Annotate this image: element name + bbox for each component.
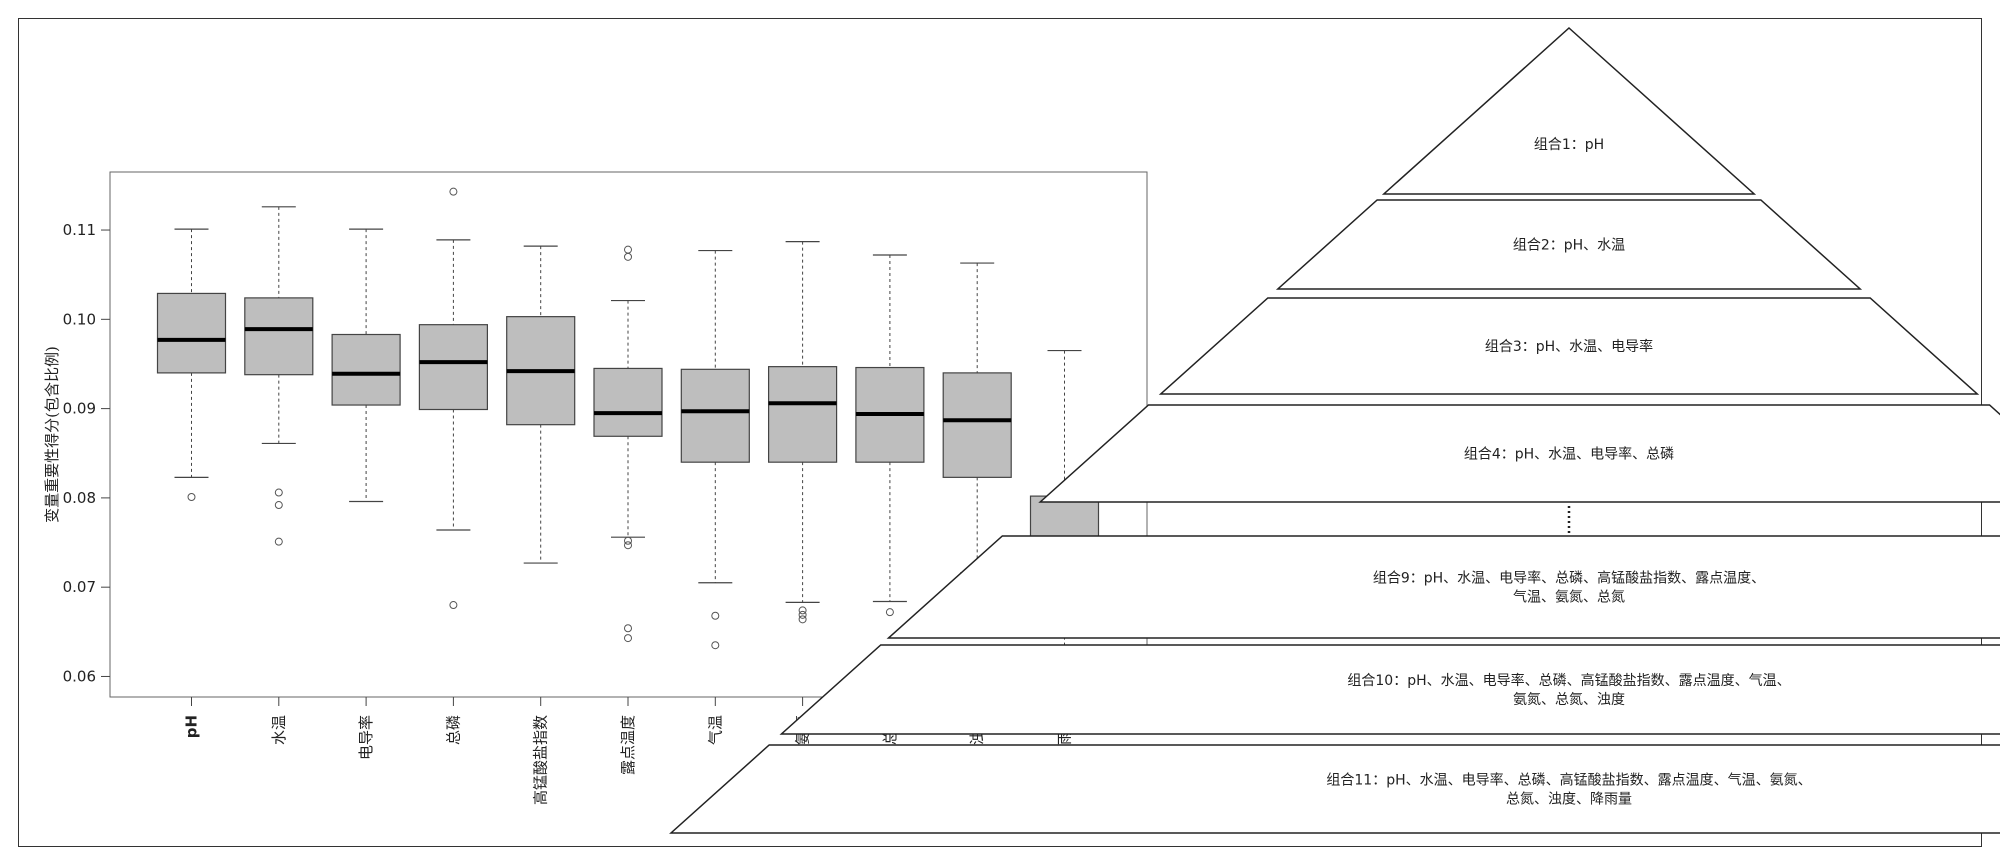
- pyramid-tier-2: 组合2：pH、水温: [1275, 199, 1863, 290]
- box-总磷: [418, 187, 488, 610]
- outlier-point: [624, 624, 632, 633]
- tier-label: 组合11：pH、水温、电导率、总磷、高锰酸盐指数、露点温度、气温、氨氮、: [1326, 772, 1811, 789]
- outlier-point: [274, 501, 283, 510]
- tier-label: 组合4：pH、水温、电导率、总磷: [1464, 446, 1674, 463]
- tier-label: 组合3：pH、水温、电导率: [1485, 338, 1653, 355]
- box-氨氮: [767, 241, 838, 624]
- outlier-point: [798, 610, 807, 619]
- y-tick-label: 0.07: [63, 578, 96, 596]
- y-tick-label: 0.08: [63, 489, 96, 507]
- tier-label: 氨氮、总氮、浊度: [1513, 692, 1625, 708]
- tier-shape: [886, 535, 2000, 639]
- tier-shape: [1158, 297, 1980, 395]
- box-body: [767, 366, 838, 463]
- tier-shape: [779, 644, 2000, 735]
- box-电导率: [331, 228, 401, 503]
- tier-shape: [669, 744, 2000, 834]
- tier-label: 组合10：pH、水温、电导率、总磷、高锰酸盐指数、露点温度、气温、: [1347, 672, 1790, 689]
- outlier-point: [274, 488, 283, 497]
- box-露点温度: [593, 245, 663, 643]
- box-pH: [156, 228, 227, 501]
- pyramid-tier-3: 组合3：pH、水温、电导率: [1158, 297, 1980, 395]
- tier-label: 组合2：pH、水温: [1513, 238, 1625, 254]
- y-tick-label: 0.06: [63, 667, 96, 685]
- box-body: [244, 297, 314, 376]
- y-tick-label: 0.10: [63, 310, 96, 328]
- tier-label: 组合9：pH、水温、电导率、总磷、高锰酸盐指数、露点温度、: [1373, 570, 1765, 587]
- tier-label: 气温、氨氮、总氮: [1513, 590, 1625, 606]
- outlier-point: [187, 493, 196, 501]
- tier-shape: [1275, 199, 1863, 290]
- x-tick-label: 电导率: [357, 715, 375, 760]
- pyramid-tier-1: 组合1：pH: [1381, 26, 1757, 195]
- box-body: [156, 292, 227, 374]
- outlier-point: [711, 611, 720, 620]
- outlier-point: [624, 536, 632, 545]
- outlier-point: [798, 606, 807, 615]
- pyramid-tier-4: 组合4：pH、水温、电导率、总磷: [1038, 404, 2000, 503]
- box-水温: [244, 206, 314, 546]
- y-axis-label: 变量重要性得分(包含比例): [43, 346, 61, 523]
- tier-label: 总氮、浊度、降雨量: [1506, 792, 1632, 808]
- x-tick-label: 总磷: [444, 715, 462, 745]
- outlier-point: [885, 608, 894, 617]
- outlier-point: [274, 537, 283, 546]
- box-body: [593, 367, 663, 437]
- outlier-point: [624, 541, 632, 550]
- outlier-point: [624, 252, 632, 261]
- x-tick-label: 露点温度: [619, 715, 637, 775]
- x-tick-label: 高锰酸盐指数: [532, 715, 550, 805]
- x-tick-label: pH: [183, 715, 201, 738]
- outlier-point: [624, 634, 632, 643]
- pyramid-tier-5: 组合9：pH、水温、电导率、总磷、高锰酸盐指数、露点温度、气温、氨氮、总氮: [886, 535, 2000, 639]
- box-body: [942, 372, 1012, 478]
- tier-label: 组合1：pH: [1534, 137, 1604, 153]
- box-body: [418, 324, 488, 411]
- outlier-point: [449, 187, 458, 196]
- box-高锰酸盐指数: [506, 245, 576, 564]
- outlier-point: [711, 641, 720, 650]
- pyramid-tier-7: 组合11：pH、水温、电导率、总磷、高锰酸盐指数、露点温度、气温、氨氮、总氮、浊…: [669, 744, 2000, 834]
- box-总氮: [855, 254, 925, 617]
- outlier-point: [624, 245, 632, 254]
- box-body: [680, 368, 750, 463]
- tier-shape: [1381, 26, 1757, 195]
- box-body: [331, 333, 401, 406]
- tier-shape: [1038, 404, 2000, 503]
- x-tick-label: 水温: [270, 715, 288, 745]
- y-tick-label: 0.09: [63, 400, 96, 418]
- outlier-point: [798, 615, 807, 624]
- box-浊度: [942, 262, 1012, 574]
- outlier-point: [449, 601, 458, 610]
- box-气温: [680, 249, 750, 650]
- y-tick-label: 0.11: [63, 221, 96, 239]
- pyramid-tier-6: 组合10：pH、水温、电导率、总磷、高锰酸盐指数、露点温度、气温、氨氮、总氮、浊…: [779, 644, 2000, 735]
- x-tick-label: 气温: [706, 715, 724, 745]
